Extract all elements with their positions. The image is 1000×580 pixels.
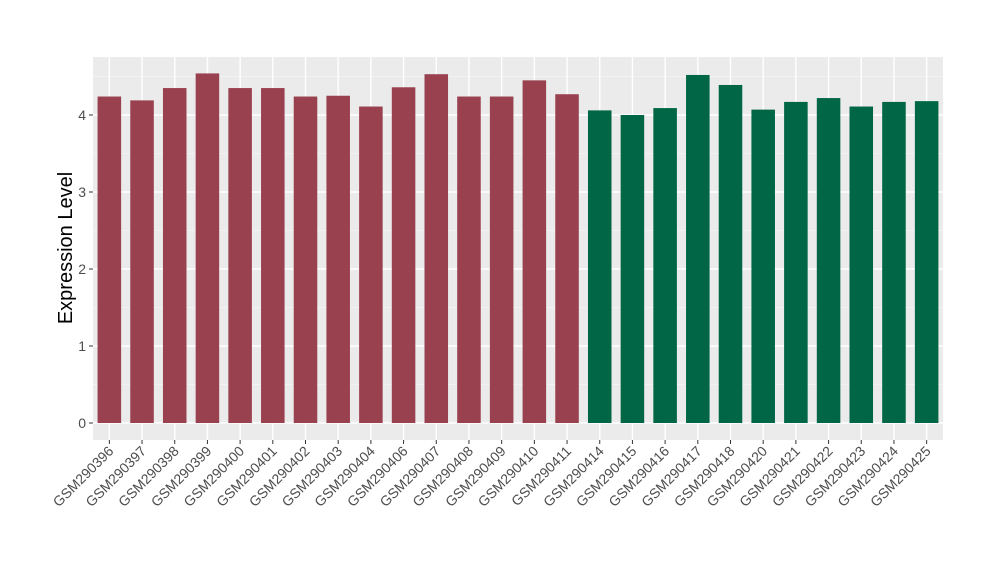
bar-GSM290423 — [849, 106, 874, 423]
bar-GSM290403 — [326, 95, 350, 423]
bar-GSM290420 — [751, 109, 775, 424]
bar-GSM290425 — [914, 101, 939, 423]
bar-GSM290401 — [261, 88, 285, 424]
bar-GSM290396 — [97, 96, 122, 424]
y-tick-label: 2 — [78, 261, 86, 277]
bar-GSM290399 — [195, 73, 220, 424]
y-tick-label: 4 — [78, 107, 86, 123]
bar-GSM290406 — [391, 87, 416, 423]
bar-GSM290404 — [359, 106, 383, 423]
bar-GSM290398 — [162, 88, 187, 424]
bar-GSM290416 — [653, 108, 677, 423]
y-tick-label: 0 — [78, 415, 86, 431]
bar-GSM290407 — [424, 74, 449, 423]
bar-GSM290410 — [522, 80, 547, 423]
bar-GSM290409 — [489, 96, 514, 424]
bar-GSM290408 — [457, 96, 481, 424]
bar-GSM290414 — [587, 110, 612, 423]
bar-GSM290415 — [620, 115, 645, 423]
bar-GSM290417 — [686, 74, 710, 424]
bar-GSM290422 — [816, 98, 841, 423]
y-tick-label: 3 — [78, 184, 86, 200]
y-axis-label: Expression Level — [55, 172, 77, 324]
bar-GSM290400 — [228, 88, 252, 424]
bar-GSM290411 — [555, 94, 579, 424]
y-tick-label: 1 — [78, 338, 86, 354]
bar-GSM290418 — [718, 84, 743, 423]
bar-GSM290421 — [784, 101, 808, 423]
bar-GSM290424 — [882, 101, 906, 423]
bar-GSM290397 — [130, 100, 154, 424]
bar-GSM290402 — [293, 96, 318, 424]
